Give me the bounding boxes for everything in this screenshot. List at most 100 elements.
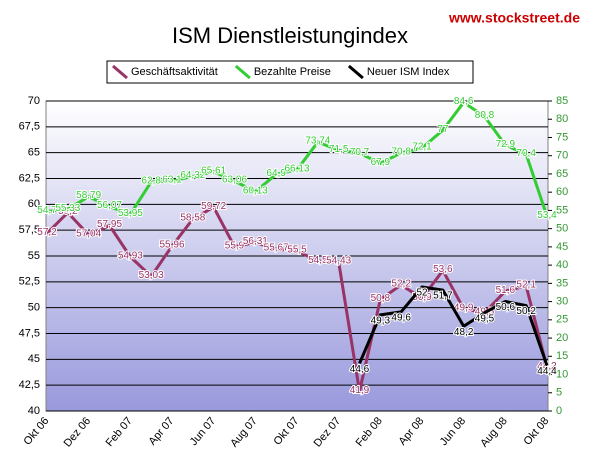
- x-tick-label: Jun 07: [188, 415, 218, 448]
- data-label: 65,61: [201, 165, 226, 176]
- legend: [106, 60, 474, 84]
- data-label: 71,5: [329, 144, 349, 155]
- data-label: 67,9: [371, 157, 391, 168]
- data-label: 66,13: [284, 163, 309, 174]
- y-tick-label: 47,5: [19, 327, 40, 339]
- data-label: 52,2: [391, 279, 411, 290]
- data-label: 73,74: [305, 136, 330, 147]
- data-label: 53,03: [139, 270, 164, 281]
- x-tick-label: Jun 08: [438, 415, 468, 448]
- legend-label: Geschäftsaktivität: [131, 66, 218, 78]
- data-label: 50,2: [516, 306, 536, 317]
- data-label: 58,79: [76, 190, 101, 201]
- data-label: 70,4: [516, 148, 536, 159]
- data-label: 55,96: [159, 240, 184, 251]
- data-label: 53,6: [433, 264, 453, 275]
- data-label: 48,2: [454, 327, 474, 338]
- data-label: 52: [416, 288, 428, 299]
- y2-tick-label: 85: [556, 95, 568, 107]
- y-tick-label: 65: [28, 147, 40, 159]
- y2-tick-label: 30: [556, 295, 568, 307]
- x-tick-label: Apr 08: [396, 415, 426, 448]
- y-tick-label: 57,5: [19, 224, 40, 236]
- y2-tick-label: 40: [556, 259, 568, 271]
- y2-tick-label: 65: [556, 168, 568, 180]
- y-tick-label: 52,5: [19, 276, 40, 288]
- data-label: 70,7: [350, 147, 370, 158]
- y2-tick-label: 75: [556, 131, 568, 143]
- data-label: 80,8: [475, 110, 495, 121]
- data-label: 49,6: [391, 312, 411, 323]
- data-label: 50,6: [496, 302, 516, 313]
- data-label: 57,2: [37, 227, 57, 238]
- x-tick-label: Apr 07: [146, 415, 176, 448]
- data-label: 57,95: [97, 219, 122, 230]
- y2-tick-label: 5: [556, 387, 562, 399]
- data-label: 49,9: [454, 302, 474, 313]
- data-label: 62,8: [141, 176, 161, 187]
- y2-tick-label: 70: [556, 150, 568, 162]
- x-tick-label: Feb 08: [354, 415, 385, 449]
- data-label: 51,6: [496, 285, 516, 296]
- chart-title: ISM Dienstleistungindex: [172, 23, 408, 48]
- y2-tick-label: 35: [556, 277, 568, 289]
- legend-swatch: [234, 64, 251, 80]
- y-tick-label: 42,5: [19, 379, 40, 391]
- legend-label: Neuer ISM Index: [367, 66, 450, 78]
- x-tick-label: Aug 07: [228, 415, 260, 449]
- y-tick-label: 60: [28, 198, 40, 210]
- series-line: [46, 100, 549, 217]
- legend-swatch: [112, 64, 128, 80]
- data-label: 63,06: [222, 175, 247, 186]
- data-label: 54,7: [37, 205, 57, 216]
- x-tick-label: Dez 06: [62, 415, 94, 449]
- y2-tick-label: 45: [556, 241, 568, 253]
- data-label: 55,5: [287, 244, 307, 255]
- y2-tick-label: 50: [556, 223, 568, 235]
- data-label: 41,9: [350, 385, 370, 396]
- data-label: 44,6: [350, 364, 370, 375]
- data-label: 58,58: [180, 213, 205, 224]
- y-tick-label: 67,5: [19, 121, 40, 133]
- data-label: 64,9: [266, 168, 286, 179]
- data-label: 56,31: [243, 236, 268, 247]
- data-label: 63,1: [162, 175, 182, 186]
- data-label: 49,5: [475, 313, 495, 324]
- y2-tick-label: 15: [556, 350, 568, 362]
- data-label: 44,2: [537, 361, 557, 372]
- data-label: 77: [437, 124, 449, 135]
- data-label: 55,33: [55, 203, 80, 214]
- x-tick-label: Okt 07: [272, 415, 302, 448]
- data-label: 55,67: [264, 243, 289, 254]
- y-tick-label: 45: [28, 353, 40, 365]
- data-label: 53,4: [537, 210, 557, 221]
- data-label: 57,04: [76, 229, 101, 240]
- data-label: 56,07: [97, 200, 122, 211]
- y2-tick-label: 25: [556, 314, 568, 326]
- y-tick-label: 62,5: [19, 172, 40, 184]
- y2-tick-label: 0: [556, 405, 562, 417]
- x-tick-label: Feb 07: [104, 415, 135, 449]
- data-label: 84,6: [454, 96, 474, 107]
- data-label: 55,9: [225, 240, 245, 251]
- data-label: 54,43: [326, 256, 351, 267]
- data-label: 59,72: [201, 201, 226, 212]
- data-label: 51,7: [433, 291, 453, 302]
- y-tick-label: 40: [28, 405, 40, 417]
- y2-tick-label: 60: [556, 186, 568, 198]
- data-label: 44,4: [537, 366, 557, 377]
- watermark: www.stockstreet.de: [448, 10, 580, 26]
- legend-swatch: [347, 64, 364, 80]
- x-tick-label: Dez 07: [312, 415, 344, 449]
- x-tick-label: Okt 08: [522, 415, 552, 448]
- y2-tick-label: 10: [556, 368, 568, 380]
- y-tick-label: 55: [28, 250, 40, 262]
- data-label: 53,95: [118, 208, 143, 219]
- x-tick-label: Okt 06: [22, 415, 52, 448]
- y-tick-label: 70: [28, 95, 40, 107]
- series-line: [45, 205, 549, 393]
- y2-tick-label: 80: [556, 113, 568, 125]
- data-label: 50,8: [371, 293, 391, 304]
- data-label: 49,3: [371, 316, 391, 327]
